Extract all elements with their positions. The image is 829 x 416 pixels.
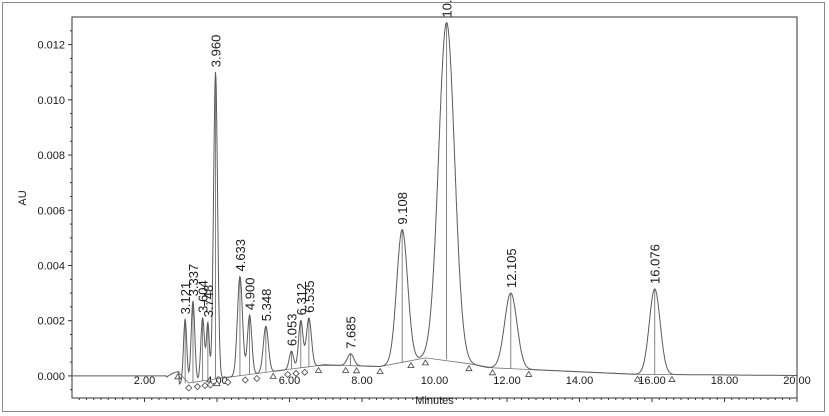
x-tick-label: 12.00	[493, 375, 521, 387]
peak-label: 12.105	[504, 248, 519, 288]
y-tick-label: 0.008	[37, 150, 65, 162]
y-axis-title: AU	[17, 190, 29, 205]
triangle-marker	[421, 359, 430, 366]
triangle-marker	[341, 366, 350, 373]
peak-label: 9.108	[395, 192, 410, 225]
y-tick-label: 0.002	[37, 316, 65, 328]
triangle-marker	[633, 375, 642, 382]
peak-label: 3.960	[209, 35, 224, 68]
triangle-marker	[407, 361, 415, 369]
peak-label: 6.053	[284, 314, 299, 347]
baseline-path	[177, 357, 672, 384]
peak-label: 6.535	[302, 280, 317, 313]
triangle-marker	[465, 364, 473, 372]
diamond-marker	[292, 369, 300, 378]
chart-frame	[2, 2, 825, 412]
x-tick-label: 2.00	[134, 375, 155, 387]
y-tick-label: 0.010	[37, 95, 65, 107]
diamond-marker	[185, 384, 193, 392]
triangle-marker	[269, 372, 277, 379]
triangle-marker	[352, 367, 361, 374]
diamond-marker	[253, 374, 261, 383]
triangle-marker	[376, 367, 384, 374]
diamond-marker	[284, 370, 292, 379]
diamond-marker	[201, 382, 209, 390]
axes: 2.004.006.008.0010.0012.0014.0016.0018.0…	[37, 16, 811, 402]
y-tick-label: 0.000	[37, 371, 65, 383]
x-tick-label: 20.00	[783, 375, 811, 387]
y-tick-label: 0.006	[37, 205, 65, 217]
y-tick-label: 0.004	[37, 260, 65, 272]
x-tick-label: 14.00	[566, 375, 594, 387]
x-tick-label: 18.00	[711, 375, 739, 387]
peak-label: 3.748	[201, 285, 216, 318]
x-tick-label: 6.00	[279, 375, 300, 387]
peak-label: 3.121	[178, 282, 193, 315]
diamond-marker	[206, 381, 215, 389]
peak-label: 7.685	[344, 316, 359, 349]
chromatogram-trace	[72, 22, 797, 385]
x-tick-label: 16.00	[638, 375, 666, 387]
peak-label: 6.312	[294, 283, 309, 316]
x-tick-label: 10.00	[421, 375, 449, 387]
triangle-marker	[314, 366, 323, 373]
peak-label: 5.348	[259, 289, 274, 322]
peak-label: 16.076	[648, 244, 663, 284]
peak-drop-lines	[184, 22, 656, 384]
triangle-marker	[525, 370, 533, 377]
peak-label: 4.633	[233, 239, 248, 272]
peak-label: 3.337	[186, 264, 201, 297]
diamond-marker	[241, 376, 249, 384]
diamond-marker	[301, 368, 309, 376]
triangle-marker	[488, 369, 497, 376]
triangle-marker	[174, 373, 182, 380]
peak-label: 10.335	[440, 0, 455, 18]
x-axis-title: Minutes	[415, 395, 454, 407]
x-tick-label: 8.00	[351, 375, 372, 387]
peak-label: 4.900	[243, 278, 258, 311]
baseline-markers	[174, 357, 676, 392]
diamond-marker	[193, 383, 201, 391]
plot-area	[71, 16, 798, 399]
triangle-marker	[668, 375, 676, 382]
diamond-marker	[224, 378, 232, 386]
y-tick-label: 0.012	[37, 40, 65, 52]
triangle-marker	[213, 379, 221, 387]
peak-label: 3.604	[196, 280, 211, 313]
